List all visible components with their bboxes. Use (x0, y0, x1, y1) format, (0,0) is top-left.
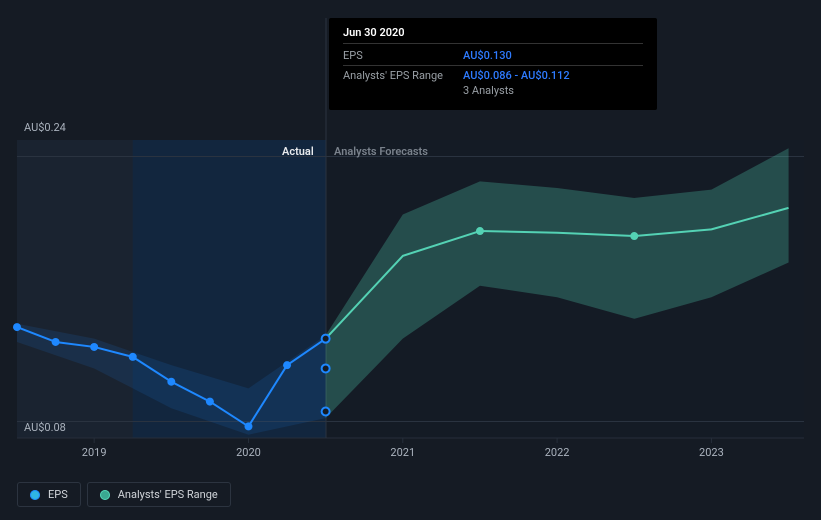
tooltip-row-value: AU$0.086 - AU$0.112 (463, 69, 570, 82)
chart-container: { "chart": { "type": "line+area", "width… (0, 0, 821, 520)
tooltip-date: Jun 30 2020 (343, 26, 643, 44)
actual-label: Actual (282, 145, 314, 158)
legend-item-range[interactable]: Analysts' EPS Range (87, 482, 231, 507)
tooltip-row-label: EPS (343, 49, 463, 62)
tooltip: Jun 30 2020 EPS AU$0.130 Analysts' EPS R… (329, 18, 657, 110)
legend: EPS Analysts' EPS Range (17, 482, 231, 507)
tooltip-row-sub: 3 Analysts (343, 83, 643, 98)
tooltip-row-range: Analysts' EPS Range AU$0.086 - AU$0.112 (343, 68, 643, 83)
forecast-label: Analysts Forecasts (334, 145, 428, 158)
x-tick-label-2021: 2021 (390, 446, 415, 459)
x-tick-label-2020: 2020 (236, 446, 261, 459)
tooltip-row-label: Analysts' EPS Range (343, 69, 463, 82)
tooltip-row-eps: EPS AU$0.130 (343, 48, 643, 63)
legend-item-eps[interactable]: EPS (17, 482, 81, 507)
tooltip-row-value: AU$0.130 (463, 49, 512, 62)
y-tick-label-low: AU$0.08 (24, 421, 66, 434)
tooltip-row-sub: 3 Analysts (463, 84, 514, 97)
y-tick-label-high: AU$0.24 (24, 121, 66, 134)
x-tick-label-2023: 2023 (699, 446, 724, 459)
legend-swatch-eps (30, 490, 40, 500)
legend-label: EPS (48, 488, 68, 501)
legend-swatch-range (100, 490, 110, 500)
x-tick-label-2019: 2019 (82, 446, 107, 459)
x-tick-label-2022: 2022 (545, 446, 570, 459)
legend-label: Analysts' EPS Range (118, 488, 218, 501)
